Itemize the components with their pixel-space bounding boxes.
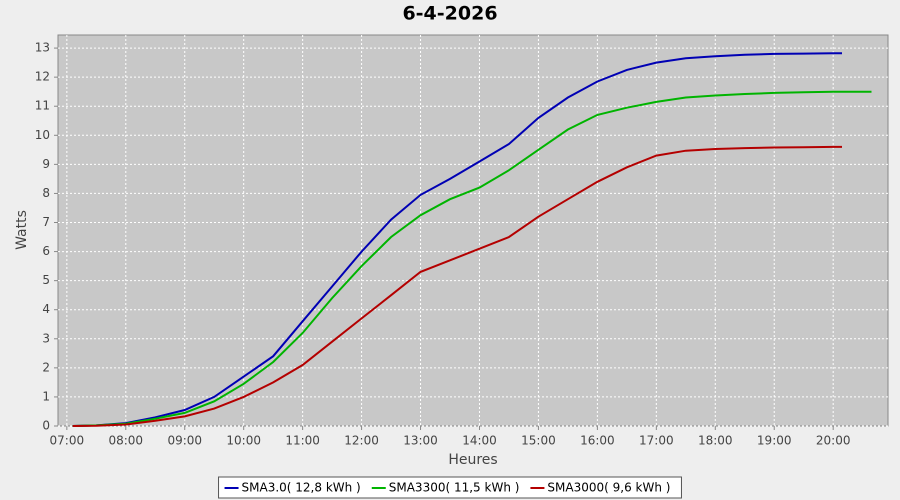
x-axis-label: Heures: [448, 452, 497, 468]
series-line: [72, 145, 842, 427]
legend-label: SMA3.0( 12,8 kWh ): [242, 481, 361, 495]
series-line: [72, 90, 872, 427]
x-tick-label: 13:00: [403, 434, 438, 448]
series-line: [72, 52, 842, 427]
y-tick-label: 4: [42, 302, 50, 316]
legend-label: SMA3300( 11,5 kWh ): [389, 481, 520, 495]
y-tick-label: 3: [42, 331, 50, 345]
y-tick-label: 10: [35, 128, 50, 142]
legend-box: [218, 476, 682, 499]
y-tick-label: 5: [42, 273, 50, 287]
x-tick-label: 17:00: [639, 434, 674, 448]
y-tick-label: 0: [42, 419, 50, 433]
y-tick-label: 6: [42, 244, 50, 258]
y-tick-label: 11: [35, 99, 50, 113]
y-tick-label: 7: [42, 215, 50, 229]
y-tick-label: 9: [42, 157, 50, 171]
y-tick-label: 8: [42, 186, 50, 200]
y-tick-label: 13: [35, 41, 50, 55]
x-tick-label: 16:00: [580, 434, 615, 448]
x-tick-label: 10:00: [226, 434, 261, 448]
legend-label: SMA3000( 9,6 kWh ): [547, 481, 670, 495]
y-tick-label: 2: [42, 360, 50, 374]
x-tick-label: 12:00: [344, 434, 379, 448]
plot-area: [57, 34, 889, 427]
x-tick-label: 11:00: [285, 434, 320, 448]
x-tick-label: 08:00: [108, 434, 143, 448]
legend: SMA3.0( 12,8 kWh ) SMA3300( 11,5 kWh ) SMA…: [218, 476, 682, 499]
x-tick-label: 07:00: [50, 434, 85, 448]
y-axis-label: Watts: [14, 210, 30, 250]
x-tick-label: 18:00: [698, 434, 733, 448]
y-tick-label: 12: [35, 70, 50, 84]
y-tick-label: 1: [42, 389, 50, 403]
x-tick-label: 09:00: [167, 434, 202, 448]
x-tick-label: 20:00: [816, 434, 851, 448]
chart-title: 6-4-2026: [402, 3, 497, 25]
x-tick-label: 14:00: [462, 434, 497, 448]
x-tick-label: 15:00: [521, 434, 556, 448]
x-tick-label: 19:00: [757, 434, 792, 448]
